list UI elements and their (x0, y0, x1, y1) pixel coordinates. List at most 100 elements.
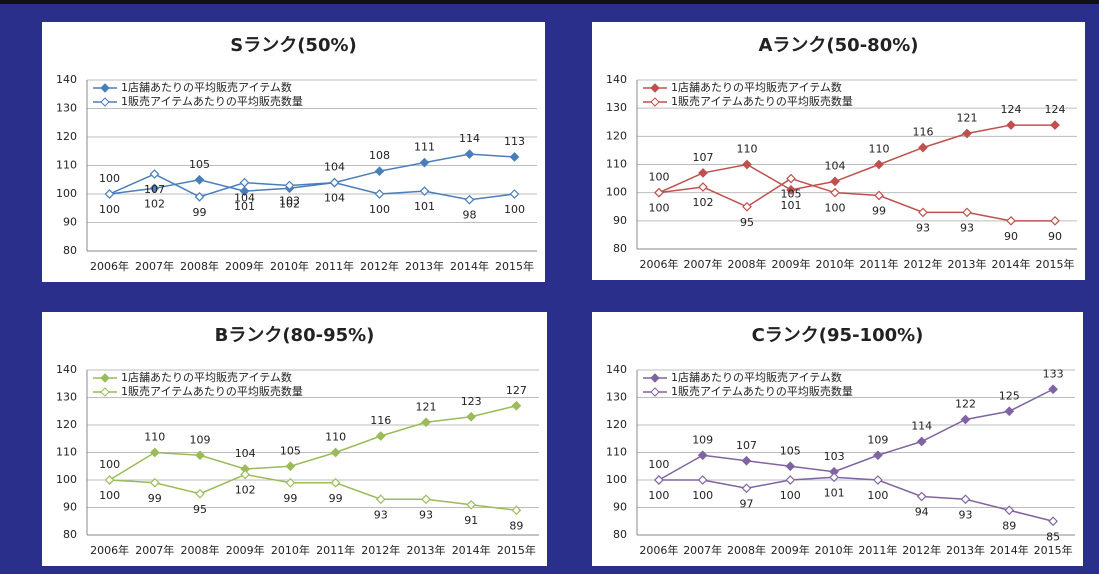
series-line (109, 405, 517, 481)
data-label: 99 (329, 492, 343, 505)
chart-title: Aランク(50-80%) (759, 35, 919, 56)
point (419, 157, 430, 168)
x-tick-label: 2010年 (816, 257, 855, 271)
legend-marker (100, 387, 110, 397)
point (874, 190, 884, 201)
data-label: 127 (506, 384, 527, 397)
x-tick-label: 2015年 (1034, 543, 1073, 557)
legend-marker (100, 373, 110, 383)
data-label: 99 (148, 492, 162, 505)
point (741, 483, 752, 494)
data-label: 104 (825, 159, 846, 172)
point (654, 475, 664, 485)
point (149, 477, 160, 488)
data-label: 93 (374, 508, 388, 521)
point (509, 152, 520, 162)
point (697, 475, 708, 485)
legend-label: 1店舗あたりの平均販売アイテム数 (671, 370, 842, 384)
point (786, 173, 796, 184)
y-tick-label: 140 (56, 363, 77, 376)
data-label: 98 (463, 209, 477, 222)
legend-label: 1店舗あたりの平均販売アイテム数 (121, 80, 292, 94)
data-label: 102 (144, 197, 165, 210)
series-line (658, 124, 1055, 194)
y-tick-label: 100 (606, 473, 627, 486)
x-tick-label: 2009年 (772, 257, 811, 271)
data-label: 121 (416, 400, 437, 413)
point (194, 174, 205, 185)
data-label: 107 (736, 439, 757, 452)
data-label: 100 (780, 489, 801, 502)
data-label: 100 (649, 171, 670, 184)
data-label: 125 (999, 389, 1020, 402)
y-tick-label: 110 (606, 158, 627, 171)
y-tick-label: 90 (63, 501, 77, 514)
data-label: 124 (1045, 103, 1066, 116)
point (104, 189, 115, 199)
data-label: 110 (144, 431, 165, 444)
series-line (658, 388, 1054, 481)
x-tick-label: 2007年 (135, 259, 174, 273)
point (1006, 215, 1016, 226)
data-label: 133 (1043, 367, 1064, 380)
x-tick-label: 2014年 (992, 257, 1031, 271)
legend-marker (650, 387, 660, 397)
legend-marker (650, 373, 660, 383)
x-tick-label: 2012年 (361, 543, 400, 557)
data-label: 124 (1001, 103, 1022, 116)
point (962, 207, 972, 218)
point (962, 128, 972, 139)
x-tick-label: 2010年 (271, 543, 310, 557)
y-tick-label: 130 (606, 101, 627, 114)
y-tick-label: 80 (63, 528, 77, 541)
x-tick-label: 2008年 (728, 257, 767, 271)
data-label: 94 (915, 506, 929, 519)
x-tick-label: 2011年 (315, 259, 354, 273)
y-tick-label: 130 (56, 391, 77, 404)
point (830, 176, 840, 187)
x-tick-label: 2014年 (452, 543, 491, 557)
data-label: 93 (959, 508, 973, 521)
series-line (109, 173, 515, 201)
y-tick-label: 120 (56, 130, 77, 143)
data-label: 85 (1046, 530, 1060, 543)
point (375, 431, 386, 441)
point (960, 414, 971, 425)
x-tick-label: 2008年 (181, 543, 220, 557)
x-tick-label: 2010年 (815, 543, 854, 557)
data-label: 90 (1004, 230, 1018, 243)
data-label: 102 (235, 484, 256, 497)
panel-background (42, 312, 547, 566)
data-label: 95 (193, 503, 207, 516)
point (918, 207, 928, 218)
y-tick-label: 130 (56, 102, 77, 115)
data-label: 100 (648, 458, 669, 471)
y-tick-label: 100 (606, 186, 627, 199)
y-tick-label: 100 (56, 473, 77, 486)
data-label: 105 (780, 444, 801, 457)
x-tick-label: 2009年 (225, 259, 264, 273)
panel-background (592, 312, 1083, 566)
data-label: 113 (504, 135, 525, 148)
y-tick-label: 140 (56, 73, 77, 86)
point (742, 159, 752, 170)
data-label: 122 (955, 398, 976, 411)
data-label: 95 (740, 216, 754, 229)
point (104, 475, 115, 485)
data-label: 109 (692, 433, 713, 446)
data-label: 114 (459, 132, 480, 145)
point (195, 450, 205, 461)
series-line (658, 476, 1054, 522)
point (785, 461, 796, 472)
data-label: 100 (369, 203, 390, 216)
point (329, 177, 340, 188)
data-label: 110 (869, 143, 890, 156)
data-label: 91 (464, 514, 478, 527)
legend-label: 1販売アイテムあたりの平均販売数量 (671, 385, 853, 398)
data-label: 121 (957, 112, 978, 125)
legend-label: 1販売アイテムあたりの平均販売数量 (121, 95, 303, 108)
data-label: 100 (692, 489, 713, 502)
data-label: 107 (693, 151, 714, 164)
data-label: 89 (1002, 519, 1016, 532)
